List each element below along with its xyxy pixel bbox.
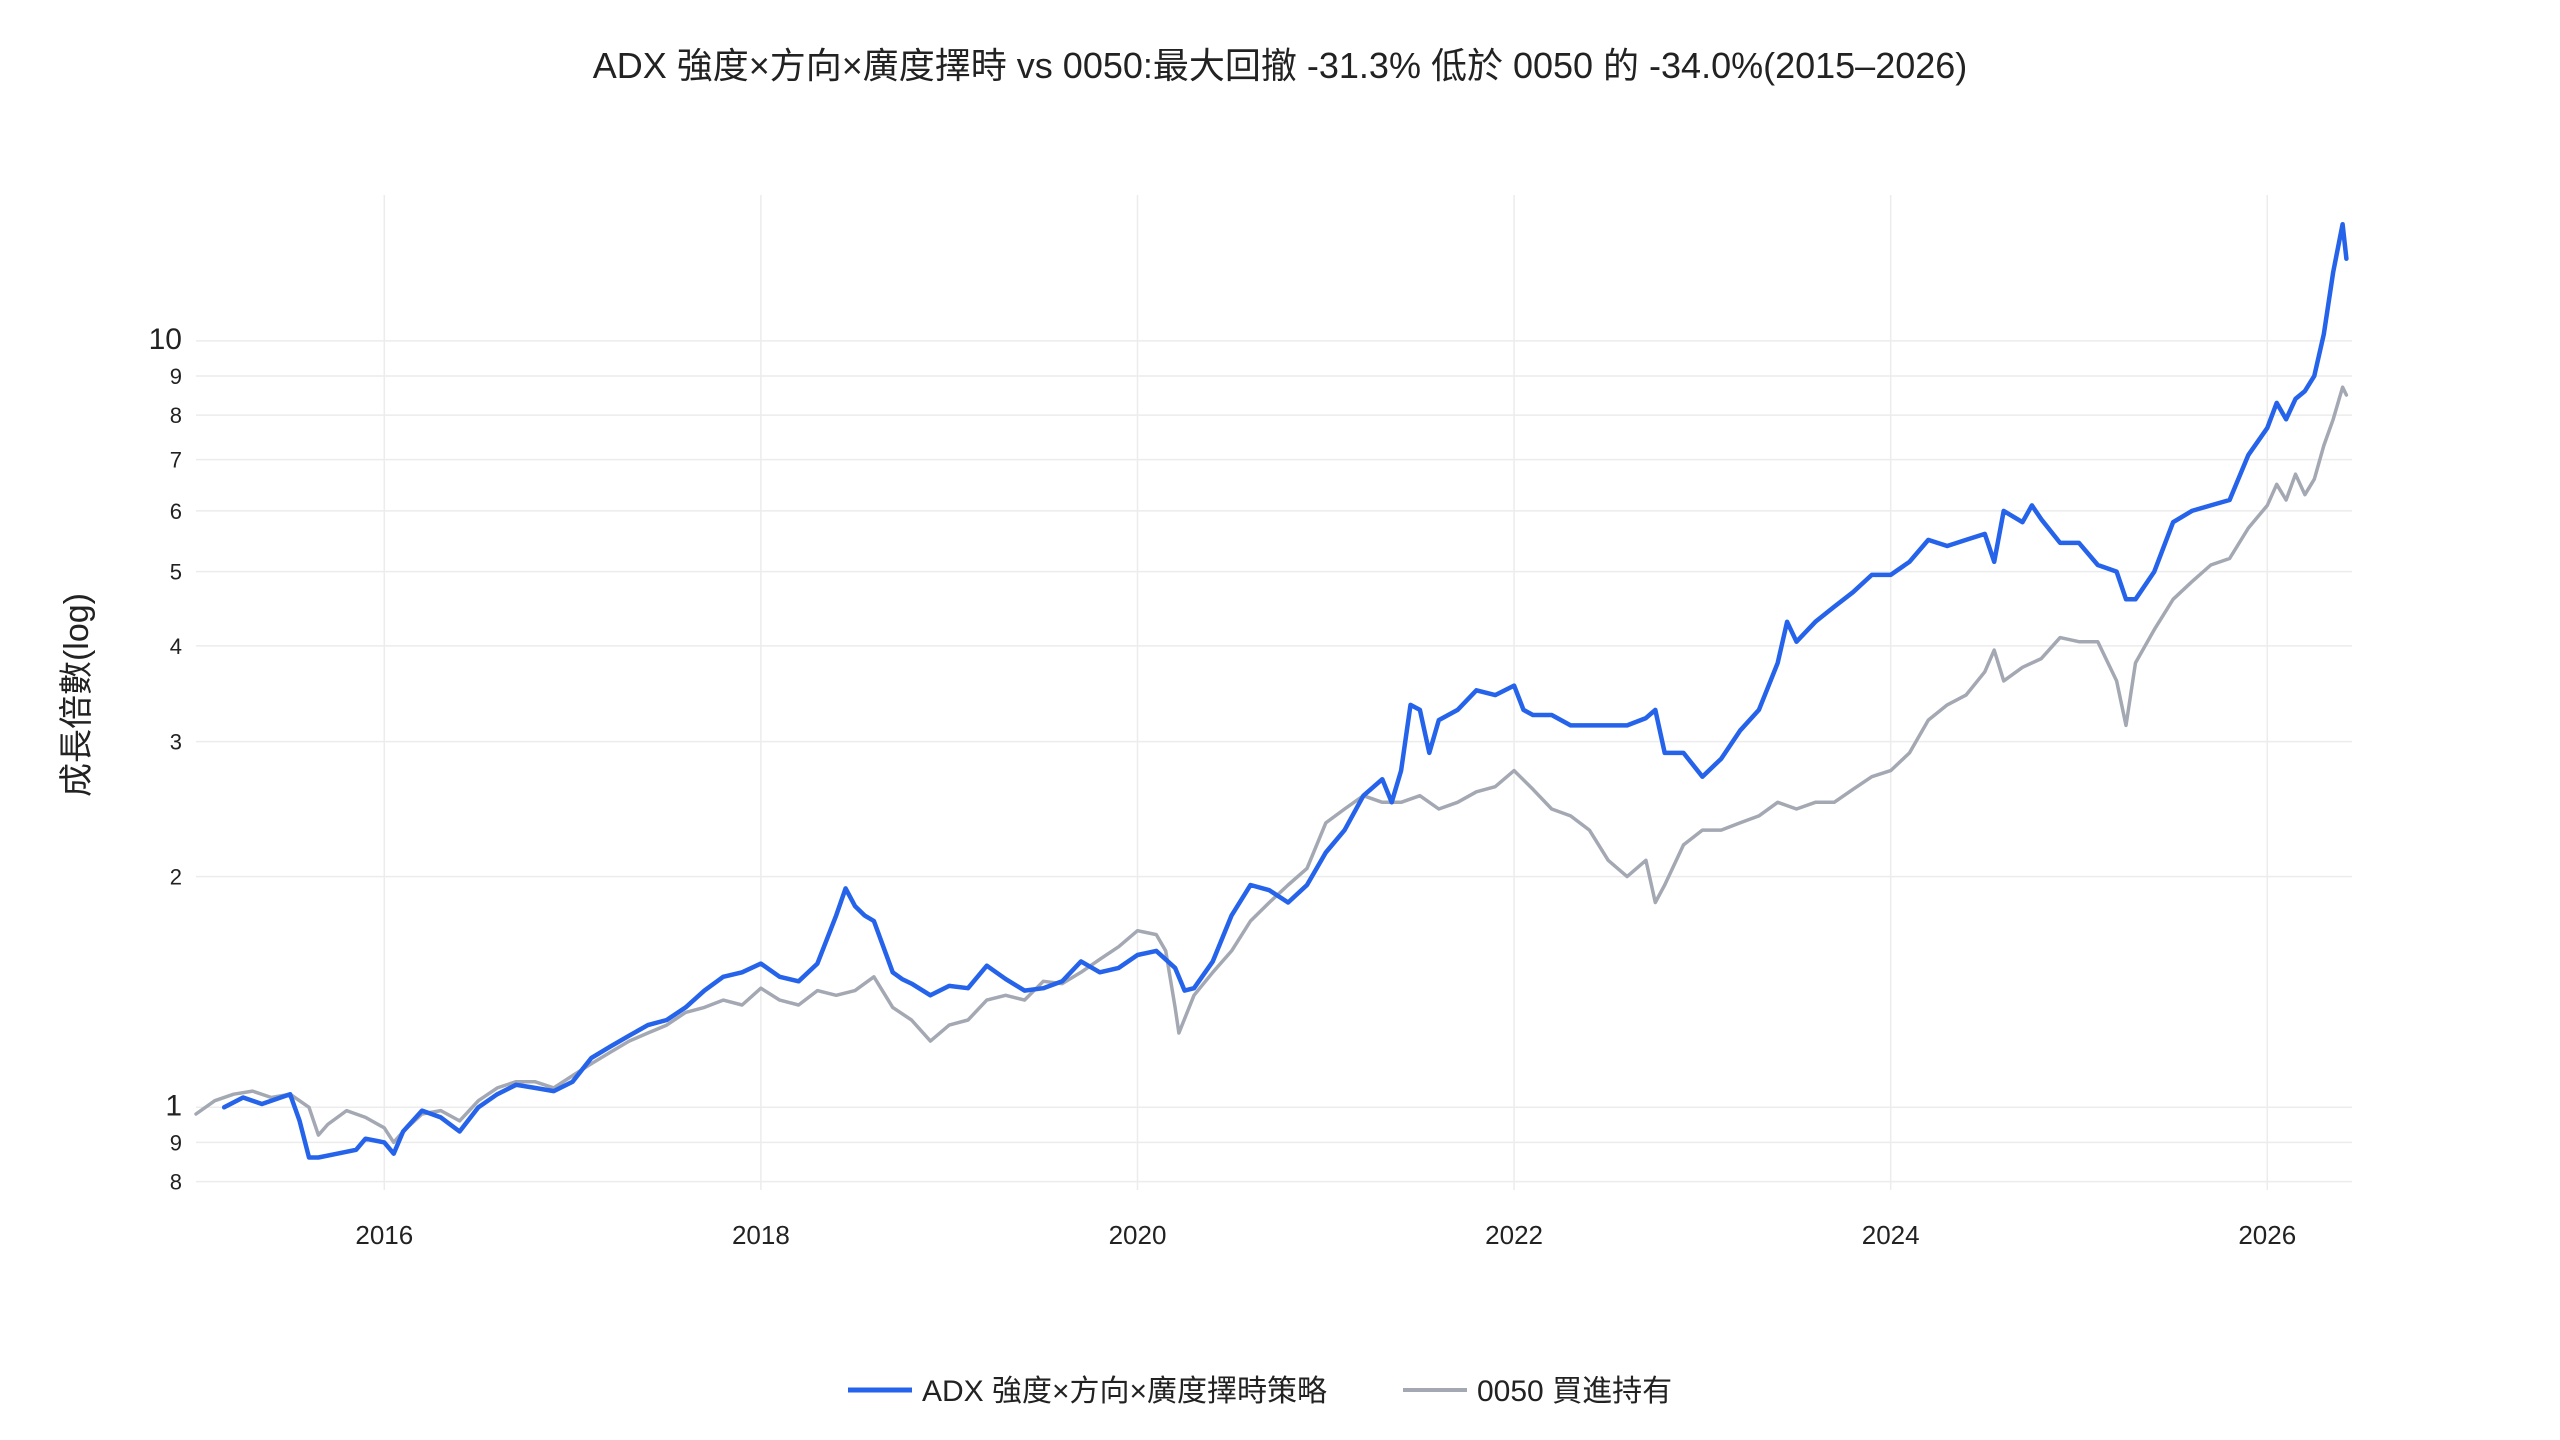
- y-tick-label: 9: [170, 364, 182, 389]
- x-tick-label: 2024: [1862, 1220, 1920, 1250]
- y-tick-label: 5: [170, 560, 182, 585]
- y-tick-label: 8: [170, 1170, 182, 1195]
- series-line-strategy: [221, 221, 2349, 1160]
- x-tick-label: 2022: [1485, 1220, 1543, 1250]
- x-tick-label: 2020: [1109, 1220, 1167, 1250]
- axes: 2016 2018 2020 2022 2024 2026 1 10 8 9 2 3 4 5 6 7 8 9: [149, 323, 2297, 1250]
- x-tick-label: 2026: [2238, 1220, 2296, 1250]
- y-tick-label: 8: [170, 403, 182, 428]
- chart-title: ADX 強度×方向×廣度擇時 vs 0050:最大回撤 -31.3% 低於 00…: [593, 45, 1968, 86]
- y-tick-label: 4: [170, 634, 182, 659]
- y-tick-label: 10: [149, 323, 182, 356]
- y-tick-label: 9: [170, 1130, 182, 1155]
- legend-label-0050: 0050 買進持有: [1477, 1375, 1672, 1408]
- grid: [196, 195, 2352, 1190]
- y-tick-label: 2: [170, 865, 182, 890]
- y-tick-label: 6: [170, 499, 182, 524]
- y-tick-label: 1: [165, 1089, 182, 1122]
- y-tick-label: 7: [170, 448, 182, 473]
- plot-area: [194, 221, 2349, 1160]
- series-line-0050: [194, 385, 2349, 1145]
- x-tick-label: 2016: [355, 1220, 413, 1250]
- legend-label-strategy: ADX 強度×方向×廣度擇時策略: [922, 1375, 1327, 1408]
- x-tick-label: 2018: [732, 1220, 790, 1250]
- y-axis-label: 成長倍數(log): [58, 593, 96, 797]
- y-tick-label: 3: [170, 730, 182, 755]
- legend: ADX 強度×方向×廣度擇時策略 0050 買進持有: [848, 1375, 1672, 1408]
